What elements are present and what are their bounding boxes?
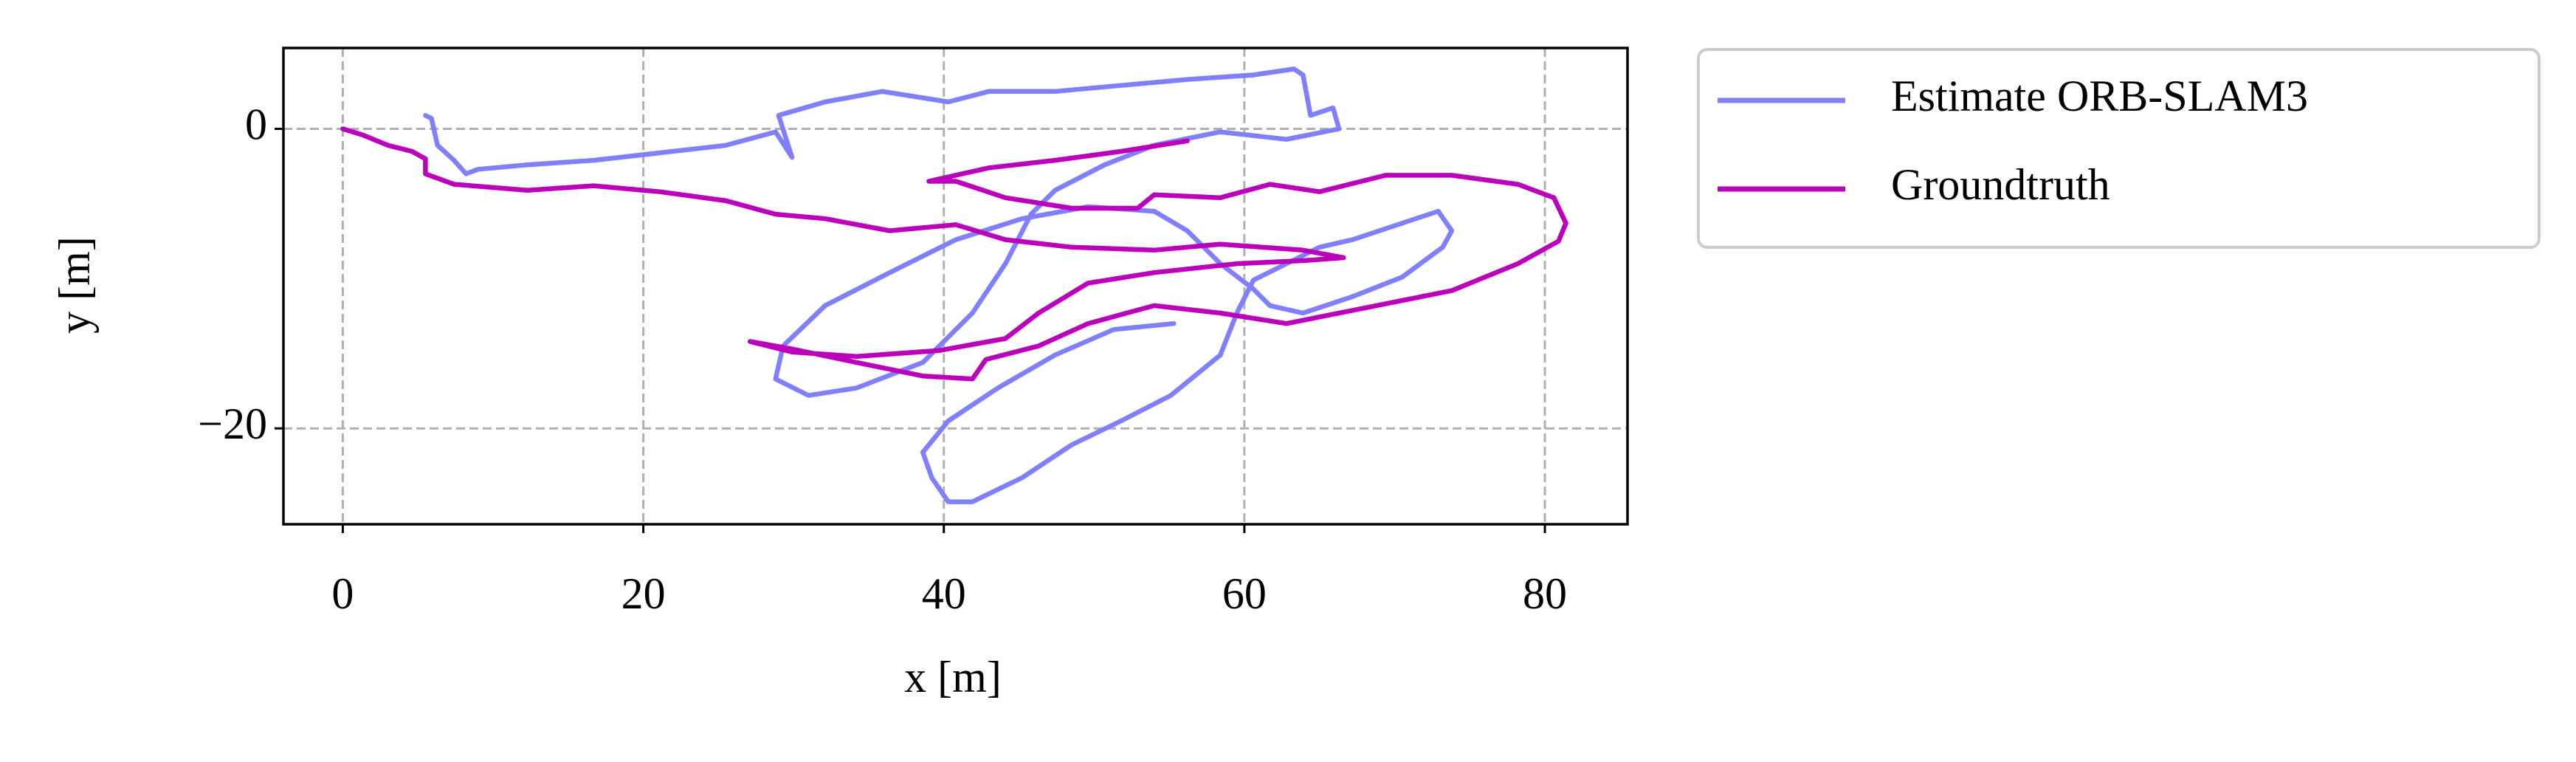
x-tick-label: 40 (922, 569, 966, 618)
trajectory-line (423, 66, 1455, 504)
y-axis-label: y [m] (50, 236, 99, 334)
x-tick-label: 20 (621, 569, 666, 618)
x-tick-label: 0 (331, 569, 354, 618)
legend-label: Estimate ORB-SLAM3 (1891, 72, 2308, 120)
legend-label: Groundtruth (1891, 160, 2110, 209)
x-tick-label: 60 (1222, 569, 1267, 618)
x-axis-label: x [m] (904, 653, 1002, 701)
y-tick-label: −20 (198, 399, 267, 448)
plot-frame (282, 47, 1629, 526)
y-tick-label: 0 (245, 100, 267, 148)
legend-box (1697, 48, 2541, 249)
trajectory-line (340, 126, 1568, 382)
x-tick-label: 80 (1523, 569, 1567, 618)
